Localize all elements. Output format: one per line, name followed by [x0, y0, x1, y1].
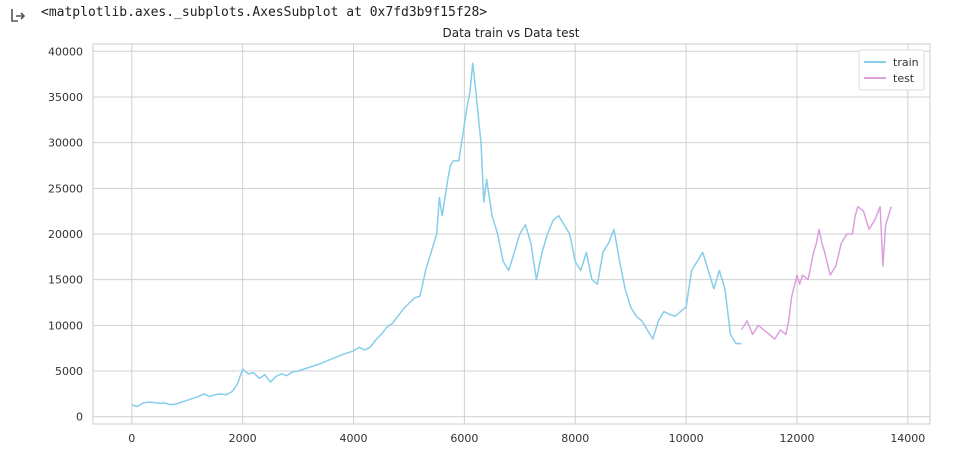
x-tick-label: 14000 [890, 432, 925, 445]
series-line-test [740, 205, 892, 340]
y-tick-label: 10000 [48, 319, 83, 332]
y-tick-label: 5000 [55, 365, 83, 378]
y-tick-label: 40000 [48, 45, 83, 58]
x-tick-label: 2000 [229, 432, 257, 445]
legend-label-train: train [893, 56, 919, 69]
y-tick-label: 20000 [48, 228, 83, 241]
cell-output-repr: <matplotlib.axes._subplots.AxesSubplot a… [41, 5, 488, 20]
y-axis: 0 5000 10000 15000 20000 25000 30000 35000 40000 [48, 45, 83, 423]
chart-title: Data train vs Data test [443, 26, 580, 40]
x-tick-label: 8000 [561, 432, 589, 445]
x-axis: 0 2000 4000 6000 8000 10000 12000 14000 [128, 432, 925, 445]
series-line-train [131, 62, 742, 408]
y-tick-label: 35000 [48, 91, 83, 104]
gridlines [93, 44, 930, 424]
x-tick-label: 4000 [340, 432, 368, 445]
legend-box [858, 49, 925, 91]
x-tick-label: 12000 [779, 432, 814, 445]
x-tick-label: 0 [128, 432, 135, 445]
y-tick-label: 15000 [48, 274, 83, 287]
output-arrow-icon [11, 9, 26, 22]
y-tick-label: 0 [76, 411, 83, 424]
legend: train test [858, 49, 925, 91]
y-tick-label: 25000 [48, 182, 83, 195]
x-tick-label: 10000 [669, 432, 704, 445]
x-tick-label: 6000 [450, 432, 478, 445]
series-layer [131, 62, 892, 408]
y-tick-label: 30000 [48, 137, 83, 150]
legend-label-test: test [893, 72, 915, 85]
